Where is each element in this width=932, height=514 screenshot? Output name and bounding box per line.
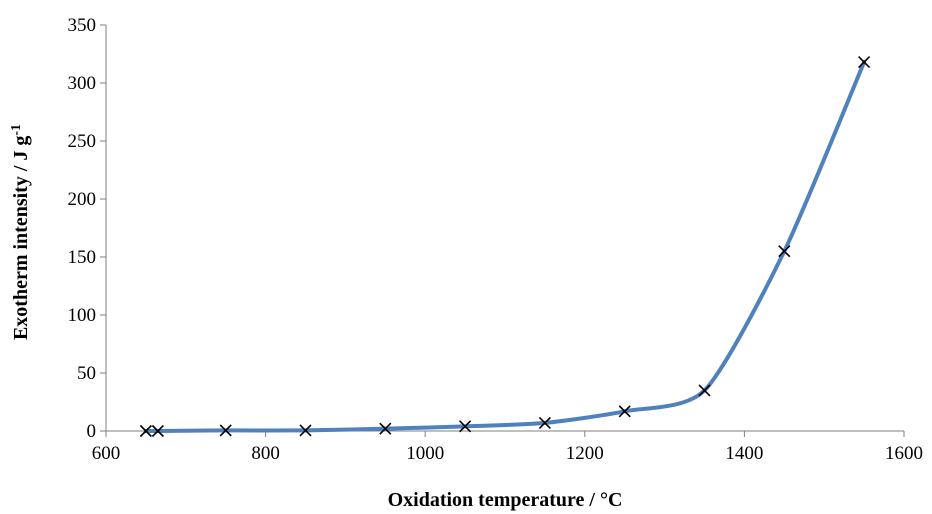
y-axis-title: Exotherm intensity / J g-1 [9,124,33,340]
marker-stroke [299,424,312,437]
y-tick-label: 50 [77,363,96,384]
data-point-marker [299,424,312,437]
data-point-marker [858,56,871,69]
data-point-marker [698,384,711,397]
y-tick-label: 250 [68,131,97,152]
y-axis-title-sup: -1 [9,124,24,136]
data-point-marker [459,420,472,433]
x-tick-label: 800 [251,443,280,464]
marker-stroke [379,422,392,435]
marker-stroke [459,420,472,433]
marker-stroke [778,245,791,258]
x-axis-title: Oxidation temperature / °C [388,489,623,511]
data-point-marker [151,424,164,438]
x-tick-label: 1600 [885,443,923,464]
marker-stroke [151,424,164,438]
data-point-marker [379,422,392,435]
series-line [143,60,867,434]
y-tick-label: 0 [87,421,97,442]
y-tick-label: 300 [68,73,97,94]
y-tick-label: 150 [68,247,97,268]
axes: 600 800 1000 1200 1400 1600 0 50 100 150 200 250 30… [68,15,924,464]
x-tick-label: 600 [92,443,121,464]
data-point-marker [778,245,791,258]
data-point-marker [139,424,152,438]
marker-stroke [538,416,551,429]
y-tick-label: 100 [68,305,97,326]
x-tick-label: 1400 [725,443,763,464]
series-layer [143,60,867,434]
y-ticks: 0 50 100 150 200 250 300 350 [68,15,106,442]
y-tick-label: 200 [68,189,97,210]
marker-stroke [858,56,871,69]
marker-stroke [698,384,711,397]
x-ticks: 600 800 1000 1200 1400 1600 [92,431,923,464]
marker-stroke [139,424,152,438]
data-point-marker [538,416,551,429]
marker-stroke [618,405,631,418]
marker-stroke [219,424,232,437]
data-point-marker [618,405,631,418]
x-tick-label: 1200 [566,443,604,464]
y-axis-title-main: Exotherm intensity / J g [10,136,32,340]
y-tick-label: 350 [68,15,97,36]
x-tick-label: 1000 [406,443,444,464]
data-point-marker [219,424,232,437]
markers-layer [139,56,871,438]
